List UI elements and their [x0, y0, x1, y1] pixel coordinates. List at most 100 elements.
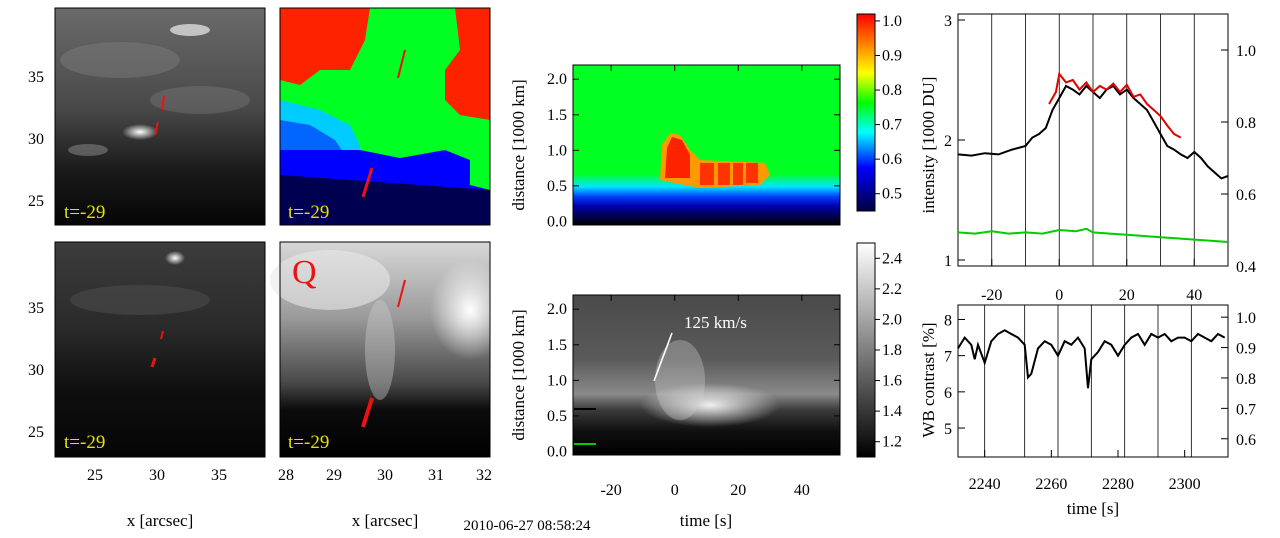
intensity-plot: 1 2 3 0.4 0.6 0.8 1.0 -20 0 20 40 intensity [1000 …	[919, 13, 1256, 304]
ytick-label: 0.0	[547, 213, 567, 230]
ytick-label: 2.0	[547, 301, 567, 318]
series-red-line	[1048, 71, 1182, 139]
ytick-label: 1.5	[547, 337, 567, 354]
xtick-label: 30	[377, 467, 393, 484]
xtick-label: 32	[476, 467, 492, 484]
right-ytick-label: 0.7	[1236, 401, 1256, 418]
colorbar-tick-label: 1.6	[882, 373, 902, 390]
xtick-label: 30	[149, 467, 165, 484]
xtick-label: 28	[278, 467, 294, 484]
image-xlabel: x [arcsec]	[352, 511, 419, 530]
slit-marker	[397, 279, 406, 308]
image-panel-bottom-left: t=-29	[55, 242, 265, 457]
ytick-label: 1	[944, 253, 952, 270]
xtick-label: 2240	[969, 476, 1001, 493]
ytick-label: 3	[944, 13, 952, 30]
td-axis-ticks: 0.0 0.5 1.0 1.5 2.0 0.0 0.5 1.0 1.5 2.0 -20 0 20 40	[547, 65, 840, 499]
contrast-plot: 5 6 7 8 0.6 0.7 0.8 0.9 1.0 2240 2260 2280 2300 WB c…	[919, 304, 1256, 518]
td-top-ylabel: distance [1000 km]	[509, 79, 528, 210]
velocity-annotation: 125 km/s	[684, 313, 747, 332]
xtick-label: 0	[671, 482, 679, 499]
time-label: t=-29	[64, 432, 105, 453]
ytick-label: 2	[944, 133, 952, 150]
xtick-label: 2280	[1102, 476, 1134, 493]
ytick-label: 7	[944, 349, 952, 366]
series-black-line	[957, 329, 1226, 389]
colorbar-ticks: 1.0 0.9 0.8 0.7 0.6 0.5 2.4 2.2 2.0 1.8 1.6 1.4 1.2	[875, 13, 902, 451]
slit-marker	[161, 95, 165, 111]
timestamp: 2010-06-27 08:58:24	[463, 518, 591, 534]
contrast-ylabel: WB contrast [%]	[919, 322, 938, 437]
image-panel-top-right: t=-29	[280, 8, 490, 225]
slit-marker	[160, 330, 164, 340]
ytick-label: 1.5	[547, 107, 567, 124]
ytick-label: 1.0	[547, 372, 567, 389]
td-bottom-ylabel: distance [1000 km]	[509, 309, 528, 440]
colorbar-tick-label: 1.4	[882, 403, 902, 420]
xtick-label: 20	[1119, 287, 1135, 304]
right-ytick-label: 0.8	[1236, 371, 1256, 388]
colorbar-bottom	[856, 242, 876, 458]
td-xlabel: time [s]	[680, 511, 732, 530]
ytick-label: 0.5	[547, 178, 567, 195]
colorbar-tick-label: 1.0	[882, 13, 902, 30]
right-ytick-label: 1.0	[1236, 310, 1256, 327]
ytick-label: 5	[944, 421, 952, 438]
xtick-label: 2260	[1035, 476, 1067, 493]
xtick-label: 40	[794, 482, 810, 499]
intensity-ylabel: intensity [1000 DU]	[919, 77, 938, 214]
ytick-label: 35	[28, 69, 44, 86]
ytick-label: 30	[28, 362, 44, 379]
xtick-label: 0	[1055, 287, 1063, 304]
colorbar-tick-label: 0.9	[882, 47, 902, 64]
intensity-series	[957, 71, 1229, 243]
colorbar-tick-label: 0.6	[882, 151, 902, 168]
ytick-label: 8	[944, 312, 952, 329]
ytick-label: 2.0	[547, 71, 567, 88]
ytick-label: 0.0	[547, 443, 567, 460]
right-ytick-label: 0.6	[1236, 432, 1256, 449]
colorbar-tick-label: 2.0	[882, 311, 902, 328]
contrast-series	[957, 329, 1226, 389]
intensity-ticks: 1 2 3 0.4 0.6 0.8 1.0 -20 0 20 40	[944, 13, 1256, 304]
intensity-vertical-lines	[957, 14, 1195, 266]
xtick-label: 35	[211, 467, 227, 484]
colorbar-tick-label: 0.5	[882, 186, 902, 203]
time-distance-top	[572, 64, 841, 226]
colorbar-tick-label: 2.4	[882, 250, 902, 267]
velocity-line	[653, 332, 673, 382]
colorbar-tick-label: 1.2	[882, 434, 902, 451]
slit-marker	[361, 397, 374, 428]
xtick-label: -20	[600, 482, 621, 499]
ytick-label: 6	[944, 385, 952, 402]
series-green-line	[957, 227, 1229, 243]
panel-marker-q: Q	[292, 254, 317, 291]
xtick-label: 20	[730, 482, 746, 499]
xtick-label: -20	[981, 287, 1002, 304]
right-ytick-label: 0.4	[1236, 259, 1256, 276]
colorbar-tick-label: 0.8	[882, 82, 902, 99]
colorbar-top	[856, 13, 876, 212]
colorbar-tick-label: 0.7	[882, 117, 902, 134]
ytick-label: 25	[28, 424, 44, 441]
ytick-label: 35	[28, 300, 44, 317]
image-panel-bottom-right: Q t=-29	[270, 242, 510, 457]
contrast-ticks: 5 6 7 8 0.6 0.7 0.8 0.9 1.0 2240 2260 2280 2300	[944, 310, 1256, 493]
slit-marker	[154, 121, 159, 136]
slit-marker	[150, 357, 157, 368]
right-ytick-label: 0.8	[1236, 115, 1256, 132]
right-ytick-label: 1.0	[1236, 43, 1256, 60]
contrast-xlabel: time [s]	[1067, 499, 1119, 518]
ytick-label: 25	[28, 193, 44, 210]
right-ytick-label: 0.6	[1236, 187, 1256, 204]
ytick-label: 1.0	[547, 142, 567, 159]
contrast-vertical-lines	[984, 305, 1192, 457]
xtick-label: 31	[428, 467, 444, 484]
image-xlabel: x [arcsec]	[127, 511, 194, 530]
ytick-label: 30	[28, 131, 44, 148]
time-label: t=-29	[64, 202, 105, 223]
ytick-label: 0.5	[547, 408, 567, 425]
slit-marker	[361, 167, 374, 198]
colorbar-tick-label: 1.8	[882, 342, 902, 359]
